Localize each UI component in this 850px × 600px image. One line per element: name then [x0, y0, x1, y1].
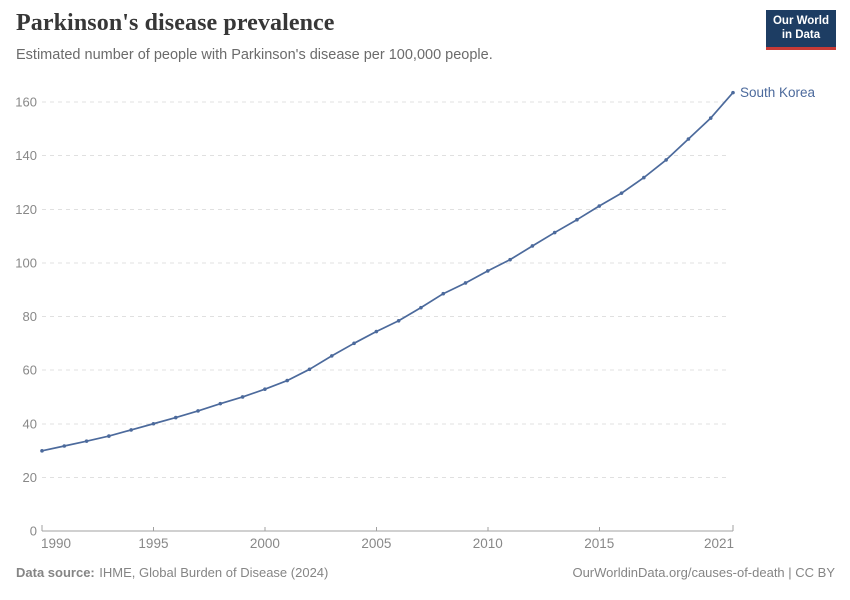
page-title: Parkinson's disease prevalence	[16, 10, 335, 36]
chart-footer: Data source: IHME, Global Burden of Disea…	[16, 565, 835, 580]
chart-subtitle: Estimated number of people with Parkinso…	[16, 47, 493, 63]
owid-logo-line1: Our World	[772, 15, 829, 27]
data-point[interactable]	[530, 244, 535, 248]
data-point[interactable]	[619, 191, 624, 195]
data-point[interactable]	[486, 269, 490, 273]
series-entity-label[interactable]: South Korea	[740, 85, 816, 100]
data-point[interactable]	[352, 341, 356, 346]
data-point[interactable]	[307, 367, 312, 372]
y-axis-tick-label: 80	[23, 309, 37, 324]
data-point[interactable]	[552, 230, 557, 235]
data-source-text: IHME, Global Burden of Disease (2024)	[99, 565, 329, 580]
data-point[interactable]	[151, 421, 156, 426]
data-point[interactable]	[708, 116, 713, 120]
data-point[interactable]	[642, 175, 646, 180]
data-point[interactable]	[285, 378, 289, 383]
data-point[interactable]	[62, 444, 67, 448]
x-axis-tick-label: 2005	[361, 536, 391, 551]
y-axis-tick-label: 140	[15, 148, 37, 163]
data-point[interactable]	[84, 439, 89, 443]
data-point[interactable]	[575, 217, 579, 222]
x-axis-tick-label: 1995	[138, 536, 168, 551]
data-point[interactable]	[664, 158, 668, 162]
data-point[interactable]	[218, 401, 223, 406]
y-axis-tick-label: 160	[15, 95, 37, 110]
credit-link[interactable]: OurWorldinData.org/causes-of-death | CC …	[572, 565, 835, 580]
y-axis-tick-label: 60	[23, 363, 37, 378]
data-point[interactable]	[196, 409, 200, 413]
series-line[interactable]	[41, 91, 734, 452]
x-axis-tick-label: 2015	[584, 536, 614, 551]
data-point[interactable]	[441, 291, 446, 296]
data-point[interactable]	[263, 387, 267, 391]
data-point[interactable]	[731, 90, 735, 95]
y-axis-tick-label: 40	[23, 416, 37, 431]
y-axis-tick-label: 20	[23, 470, 37, 485]
x-axis-tick-label: 2000	[250, 536, 280, 551]
x-axis-tick-label: 1990	[41, 536, 71, 551]
x-axis-tick-label: 2010	[473, 536, 503, 551]
data-point[interactable]	[129, 428, 133, 432]
x-axis-tick-label: 2021	[704, 536, 734, 551]
owid-logo-line2: in Data	[781, 28, 821, 41]
data-point[interactable]	[107, 434, 111, 438]
y-axis-tick-label: 100	[15, 255, 37, 270]
data-source-label: Data source:	[16, 565, 95, 580]
data-point[interactable]	[173, 415, 178, 420]
data-point[interactable]	[463, 281, 468, 285]
data-point[interactable]	[508, 257, 512, 262]
data-point[interactable]	[374, 329, 379, 334]
data-point[interactable]	[329, 354, 334, 358]
y-axis-tick-label: 0	[30, 524, 37, 539]
data-point[interactable]	[396, 318, 401, 323]
owid-logo[interactable]: Our World in Data	[765, 10, 836, 50]
data-point[interactable]	[419, 305, 423, 310]
data-point[interactable]	[240, 395, 245, 399]
y-axis-tick-label: 120	[15, 202, 37, 217]
data-source: Data source: IHME, Global Burden of Disea…	[16, 565, 328, 580]
data-point[interactable]	[597, 204, 602, 208]
data-point[interactable]	[40, 449, 44, 453]
data-point[interactable]	[686, 137, 691, 141]
